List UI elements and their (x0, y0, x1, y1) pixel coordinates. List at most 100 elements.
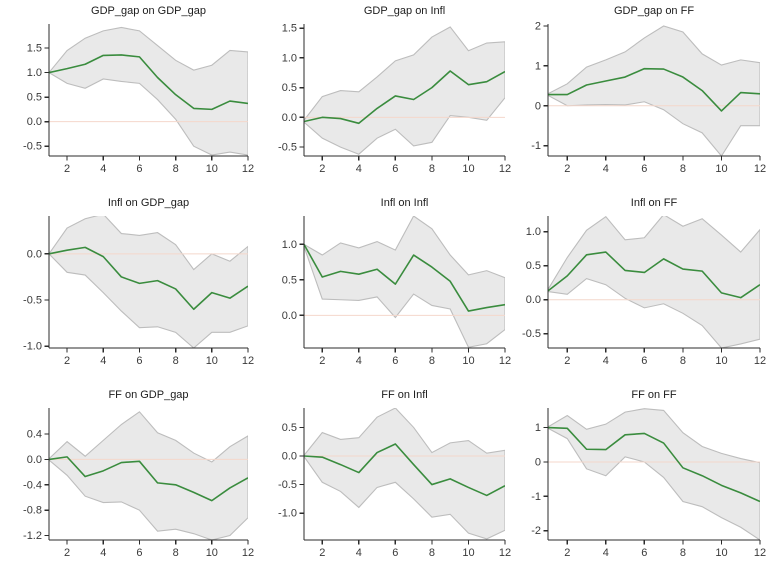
panel-title: Infl on FF (630, 197, 678, 209)
x-tick-label: 6 (641, 355, 647, 367)
irf-chart-canvas: -1.0 -0.5 0.0 0.5 2 4 6 8 10 12 (278, 408, 511, 559)
mean-line (304, 443, 505, 497)
irf-chart-canvas: -0.5 0.0 0.5 1.0 1.5 2 4 6 8 10 12 (278, 23, 511, 175)
confidence-band (548, 25, 760, 156)
panel-ff-on-ff: FF on FF -2 -1 0 1 2 4 6 8 10 12 (512, 384, 768, 576)
x-tick-label: 6 (641, 163, 647, 175)
x-tick-label: 4 (100, 163, 106, 175)
mean-line (548, 251, 760, 299)
panel-title: GDP_gap on Infl (363, 5, 446, 17)
panel-gdp-gap-on-infl: GDP_gap on Infl -0.5 0.0 0.5 1.0 1.5 2 4 6 8 10 12 (256, 0, 512, 192)
x-tick-label: 6 (392, 547, 398, 559)
y-tick-label: 0.0 (282, 451, 297, 463)
x-tick-label: 4 (603, 547, 609, 559)
x-tick-label: 10 (462, 163, 474, 175)
y-tick-label: -1.0 (23, 341, 42, 353)
y-tick-label: -0.5 (522, 328, 541, 340)
panel-title: FF on Infl (381, 389, 428, 401)
y-tick-label: 0 (535, 456, 541, 468)
x-tick-label: 8 (173, 547, 179, 559)
x-tick-label: 12 (242, 355, 254, 367)
x-tick-label: 6 (641, 547, 647, 559)
x-tick-label: 4 (603, 355, 609, 367)
x-tick-label: 8 (429, 355, 435, 367)
x-tick-label: 12 (499, 547, 511, 559)
x-tick-label: 12 (499, 355, 511, 367)
y-tick-label: 0.0 (282, 310, 297, 322)
y-tick-label: 0.0 (27, 248, 42, 260)
confidence-band (548, 216, 760, 348)
x-tick-label: 2 (564, 355, 570, 367)
mean-line (304, 243, 505, 312)
panel-infl-on-ff: Infl on FF -0.5 0.0 0.5 1.0 2 4 6 8 10 12 (512, 192, 768, 384)
x-tick-label: 6 (136, 547, 142, 559)
confidence-band (49, 216, 248, 348)
x-tick-label: 10 (462, 547, 474, 559)
panel-title: GDP_gap on GDP_gap (91, 5, 206, 17)
y-tick-label: 2 (535, 20, 541, 32)
x-tick-label: 10 (206, 547, 218, 559)
x-tick-label: 2 (319, 163, 325, 175)
confidence-band (304, 216, 505, 348)
y-tick-label: -0.5 (278, 479, 297, 491)
x-tick-label: 10 (206, 163, 218, 175)
confidence-band (49, 411, 248, 540)
x-tick-label: 2 (319, 355, 325, 367)
mean-line (304, 70, 505, 125)
x-tick-label: 6 (392, 355, 398, 367)
x-tick-label: 4 (603, 163, 609, 175)
x-tick-label: 4 (100, 355, 106, 367)
y-tick-label: 1.0 (27, 67, 42, 79)
y-tick-label: 0.0 (282, 112, 297, 124)
y-tick-label: -1 (531, 491, 541, 503)
y-tick-label: -0.5 (23, 295, 42, 307)
confidence-band (548, 408, 760, 540)
x-tick-label: 8 (680, 547, 686, 559)
panel-title: FF on FF (631, 389, 677, 401)
x-tick-label: 4 (100, 547, 106, 559)
y-tick-label: 1.5 (282, 23, 297, 35)
mean-line (49, 246, 248, 311)
x-tick-label: 4 (356, 547, 362, 559)
x-tick-label: 2 (64, 163, 70, 175)
y-tick-label: 0.4 (27, 429, 42, 441)
irf-chart-canvas: -0.5 0.0 0.5 1.0 2 4 6 8 10 12 (522, 216, 766, 367)
x-tick-label: 2 (64, 547, 70, 559)
x-tick-label: 6 (136, 163, 142, 175)
confidence-band (49, 26, 248, 156)
y-tick-label: 1.5 (27, 43, 42, 55)
irf-chart-canvas: -1.2 -0.8 -0.4 0.0 0.4 2 4 6 8 10 12 (23, 408, 254, 559)
irf-chart-canvas: 0.0 0.5 1.0 2 4 6 8 10 12 (282, 216, 511, 367)
x-tick-label: 12 (499, 163, 511, 175)
mean-line (548, 67, 760, 112)
y-tick-label: -1 (531, 140, 541, 152)
panel-infl-on-gdp-gap: Infl on GDP_gap -1.0 -0.5 0.0 2 4 6 8 10 12 (0, 192, 256, 384)
x-tick-label: 12 (754, 163, 766, 175)
x-tick-label: 10 (715, 355, 727, 367)
x-tick-label: 4 (356, 163, 362, 175)
y-tick-label: 0.5 (526, 260, 541, 272)
x-tick-label: 12 (242, 163, 254, 175)
x-tick-label: 12 (242, 547, 254, 559)
y-tick-label: -1.0 (278, 508, 297, 520)
panel-title: GDP_gap on FF (613, 5, 695, 17)
x-tick-label: 4 (356, 355, 362, 367)
x-tick-label: 10 (715, 163, 727, 175)
x-tick-label: 10 (206, 355, 218, 367)
irf-chart-canvas: -1.0 -0.5 0.0 2 4 6 8 10 12 (23, 216, 254, 367)
x-tick-label: 2 (564, 547, 570, 559)
irf-chart-canvas: -0.5 0.0 0.5 1.0 1.5 2 4 6 8 10 12 (23, 24, 254, 175)
y-tick-label: -0.8 (23, 505, 42, 517)
x-tick-label: 8 (680, 163, 686, 175)
x-tick-label: 10 (715, 547, 727, 559)
y-tick-label: -1.2 (23, 530, 42, 542)
panel-infl-on-infl: Infl on Infl 0.0 0.5 1.0 2 4 6 8 10 12 (256, 192, 512, 384)
y-tick-label: 0.5 (282, 274, 297, 286)
confidence-band (304, 408, 505, 540)
y-tick-label: 0.5 (27, 92, 42, 104)
y-tick-label: 1 (535, 60, 541, 72)
y-tick-label: 0.0 (27, 116, 42, 128)
x-tick-label: 12 (754, 547, 766, 559)
